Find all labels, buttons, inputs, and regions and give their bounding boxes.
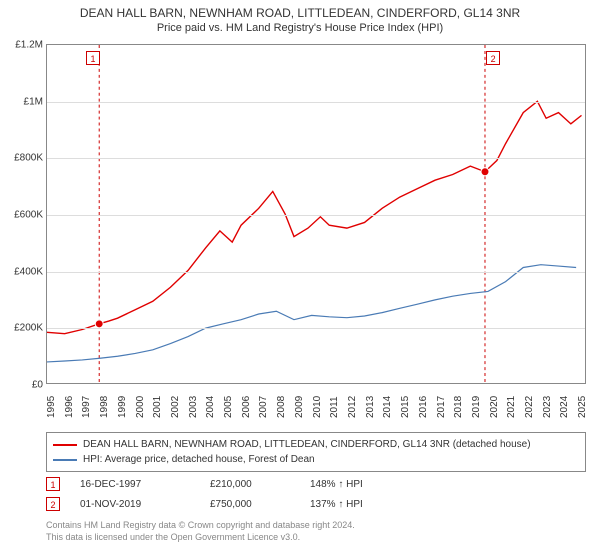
legend-row-property: DEAN HALL BARN, NEWNHAM ROAD, LITTLEDEAN… — [53, 437, 579, 452]
callout-date-2: 01-NOV-2019 — [80, 499, 190, 510]
legend-swatch-property — [53, 444, 77, 446]
x-tick-label: 2019 — [471, 396, 482, 418]
callout-table: 1 16-DEC-1997 £210,000 148% ↑ HPI 2 01-N… — [46, 474, 586, 514]
x-tick-label: 2012 — [347, 396, 358, 418]
y-tick-label: £1.2M — [3, 40, 43, 51]
callout-pct-1: 148% ↑ HPI — [310, 479, 400, 490]
y-tick-label: £400K — [3, 266, 43, 277]
x-tick-label: 2002 — [170, 396, 181, 418]
x-tick-label: 1999 — [117, 396, 128, 418]
y-tick-label: £1M — [3, 96, 43, 107]
chart-subtitle: Price paid vs. HM Land Registry's House … — [10, 22, 590, 34]
x-tick-label: 2011 — [329, 396, 340, 418]
title-block: DEAN HALL BARN, NEWNHAM ROAD, LITTLEDEAN… — [0, 0, 600, 36]
x-tick-label: 1997 — [81, 396, 92, 418]
chart-callout-box: 2 — [486, 51, 500, 65]
x-tick-label: 2000 — [135, 396, 146, 418]
footer-line-2: This data is licensed under the Open Gov… — [46, 532, 586, 544]
x-tick-label: 1995 — [46, 396, 57, 418]
x-tick-label: 2024 — [559, 396, 570, 418]
callout-row-1: 1 16-DEC-1997 £210,000 148% ↑ HPI — [46, 474, 586, 494]
chart-container: DEAN HALL BARN, NEWNHAM ROAD, LITTLEDEAN… — [0, 0, 600, 560]
x-tick-label: 2021 — [506, 396, 517, 418]
x-tick-label: 2025 — [577, 396, 588, 418]
x-tick-label: 2015 — [400, 396, 411, 418]
callout-price-2: £750,000 — [210, 499, 290, 510]
x-tick-label: 2003 — [188, 396, 199, 418]
plot-area: £0£200K£400K£600K£800K£1M£1.2M12 — [46, 44, 586, 384]
x-tick-label: 2017 — [436, 396, 447, 418]
property-line — [47, 101, 582, 333]
footer-line-1: Contains HM Land Registry data © Crown c… — [46, 520, 586, 532]
x-tick-label: 2022 — [524, 396, 535, 418]
x-tick-label: 2013 — [365, 396, 376, 418]
y-tick-label: £200K — [3, 323, 43, 334]
x-tick-label: 1998 — [99, 396, 110, 418]
x-tick-label: 2014 — [382, 396, 393, 418]
footer-attribution: Contains HM Land Registry data © Crown c… — [46, 520, 586, 543]
legend-swatch-hpi — [53, 459, 77, 461]
legend-label-property: DEAN HALL BARN, NEWNHAM ROAD, LITTLEDEAN… — [83, 439, 531, 450]
callout-price-1: £210,000 — [210, 479, 290, 490]
callout-row-2: 2 01-NOV-2019 £750,000 137% ↑ HPI — [46, 494, 586, 514]
y-tick-label: £600K — [3, 210, 43, 221]
x-tick-label: 2008 — [276, 396, 287, 418]
callout-marker-1: 1 — [46, 477, 60, 491]
chart-callout-box: 1 — [86, 51, 100, 65]
callout-date-1: 16-DEC-1997 — [80, 479, 190, 490]
callout-marker-2: 2 — [46, 497, 60, 511]
y-tick-label: £0 — [3, 380, 43, 391]
chart-title: DEAN HALL BARN, NEWNHAM ROAD, LITTLEDEAN… — [10, 6, 590, 20]
x-tick-label: 2016 — [418, 396, 429, 418]
x-tick-label: 2005 — [223, 396, 234, 418]
x-tick-label: 2004 — [205, 396, 216, 418]
x-tick-label: 2007 — [258, 396, 269, 418]
x-axis-labels: 1995 1996 1997 1998 1999 2000 2001 2002 2003 2004… — [46, 388, 586, 428]
x-tick-label: 2010 — [312, 396, 323, 418]
y-tick-label: £800K — [3, 153, 43, 164]
callout-pct-2: 137% ↑ HPI — [310, 499, 400, 510]
legend-label-hpi: HPI: Average price, detached house, Fore… — [83, 454, 315, 465]
legend: DEAN HALL BARN, NEWNHAM ROAD, LITTLEDEAN… — [46, 432, 586, 472]
x-tick-label: 2001 — [152, 396, 163, 418]
x-tick-label: 2023 — [542, 396, 553, 418]
x-tick-label: 2018 — [453, 396, 464, 418]
x-tick-label: 2006 — [241, 396, 252, 418]
x-tick-label: 2020 — [489, 396, 500, 418]
x-tick-label: 2009 — [294, 396, 305, 418]
x-tick-label: 1996 — [64, 396, 75, 418]
plot-svg — [47, 45, 585, 383]
legend-row-hpi: HPI: Average price, detached house, Fore… — [53, 452, 579, 467]
